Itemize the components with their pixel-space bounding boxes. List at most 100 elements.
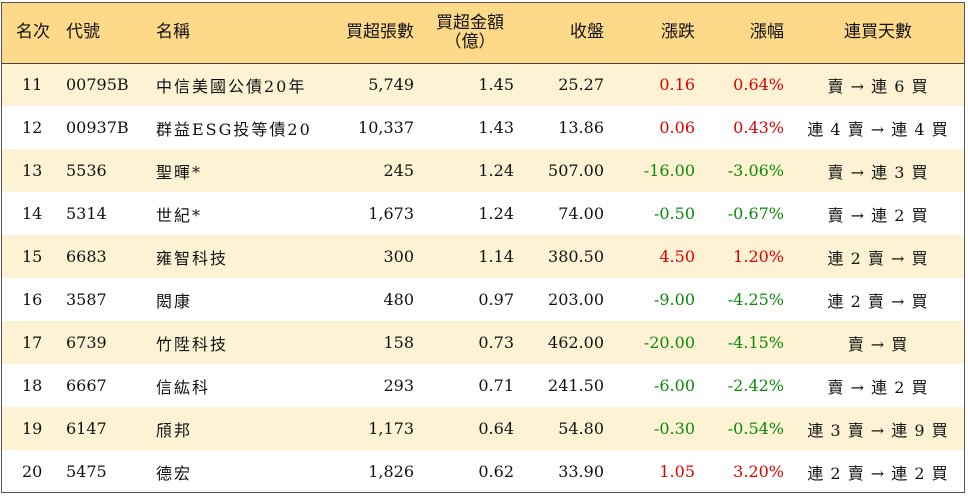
cell-name: 聖暉*: [156, 162, 203, 182]
header-rank: 名次: [2, 3, 56, 64]
header-code: 代號: [56, 3, 142, 64]
cell-close: 203.00: [548, 290, 604, 309]
header-name: 名稱: [142, 3, 317, 64]
cell-net-buy-amount: 1.24: [478, 161, 514, 180]
cell-consecutive-days: 賣 → 連 2 買: [827, 377, 929, 397]
cell-change-pct: -0.54%: [727, 419, 784, 438]
cell-name: 德宏: [156, 463, 193, 483]
table-header-row: 名次 代號 名稱 買超張數 買超金額 （億） 收盤 漲跌 漲幅 連買天數: [2, 3, 964, 64]
header-net-buy-amount: 買超金額 （億）: [420, 3, 520, 64]
cell-close: 74.00: [558, 204, 604, 223]
cell-rank: 15: [22, 247, 43, 266]
cell-consecutive-days: 賣 → 連 2 買: [827, 205, 929, 225]
cell-code: 00795B: [66, 75, 129, 95]
cell-change-pct: -4.15%: [727, 333, 784, 352]
cell-code: 6147: [66, 419, 107, 438]
cell-change: 0.06: [659, 118, 695, 137]
cell-close: 380.50: [548, 247, 604, 266]
cell-close: 507.00: [548, 161, 604, 180]
cell-name: 群益ESG投等債20: [156, 119, 312, 139]
header-net-buy-amount-line1: 買超金額: [436, 13, 504, 34]
cell-name: 頎邦: [156, 420, 193, 440]
cell-code: 6667: [66, 376, 107, 395]
cell-consecutive-days: 賣 → 連 6 買: [827, 76, 929, 96]
cell-name: 信紘科: [156, 377, 211, 397]
cell-change-pct: -3.06%: [727, 161, 784, 180]
cell-change-pct: 0.64%: [733, 75, 784, 95]
table-row: 13 5536 聖暉* 245 1.24 507.00 -16.00 -3.06% 賣 → 連 …: [2, 149, 964, 192]
cell-close: 462.00: [548, 333, 604, 352]
cell-change-pct: -4.25%: [727, 290, 784, 309]
table-row: 18 6667 信紘科 293 0.71 241.50 -6.00 -2.42% 賣 → 連 2…: [2, 364, 964, 407]
header-consecutive-days: 連買天數: [790, 3, 964, 64]
cell-rank: 18: [22, 376, 43, 395]
cell-net-buy-amount: 0.64: [478, 419, 514, 438]
cell-rank: 13: [22, 161, 43, 180]
cell-rank: 12: [22, 118, 43, 137]
cell-rank: 11: [22, 75, 43, 95]
cell-close: 13.86: [558, 118, 604, 137]
cell-consecutive-days: 連 3 賣 → 連 9 買: [807, 420, 949, 440]
cell-name: 中信美國公債20年: [156, 76, 307, 96]
cell-net-buy-lots: 1,673: [368, 204, 414, 223]
header-net-buy-lots: 買超張數: [317, 3, 420, 64]
cell-net-buy-lots: 245: [383, 161, 414, 180]
cell-rank: 14: [22, 204, 43, 223]
table-row: 15 6683 雍智科技 300 1.14 380.50 4.50 1.20% 連 2 賣 → …: [2, 235, 964, 278]
cell-net-buy-amount: 0.62: [478, 462, 514, 481]
cell-change: -6.00: [653, 376, 695, 395]
cell-net-buy-lots: 5,749: [368, 75, 414, 95]
cell-change: -0.50: [653, 204, 695, 223]
cell-net-buy-lots: 480: [383, 290, 414, 309]
cell-rank: 16: [22, 290, 43, 309]
cell-change: 1.05: [659, 462, 695, 481]
cell-change: -9.00: [653, 290, 695, 309]
cell-code: 6739: [66, 333, 107, 352]
cell-change-pct: -2.42%: [727, 376, 784, 395]
cell-consecutive-days: 連 2 賣 → 連 2 買: [807, 463, 949, 483]
table-row: 12 00937B 群益ESG投等債20 10,337 1.43 13.86 0.06 0.4…: [2, 106, 964, 149]
cell-net-buy-amount: 1.43: [478, 118, 514, 137]
cell-name: 世紀*: [156, 205, 203, 225]
cell-net-buy-lots: 158: [383, 333, 414, 352]
cell-rank: 17: [22, 333, 43, 352]
cell-net-buy-lots: 10,337: [358, 118, 414, 137]
cell-net-buy-lots: 300: [383, 247, 414, 266]
header-net-buy-amount-line2: （億）: [444, 31, 496, 52]
cell-close: 25.27: [558, 75, 604, 95]
cell-consecutive-days: 賣 → 連 3 買: [827, 162, 929, 182]
cell-net-buy-lots: 1,173: [368, 419, 414, 438]
cell-net-buy-amount: 0.71: [478, 376, 514, 395]
cell-net-buy-amount: 0.97: [478, 290, 514, 309]
net-buy-ranking-table: 名次 代號 名稱 買超張數 買超金額 （億） 收盤 漲跌 漲幅 連買天數 11 0…: [2, 3, 964, 492]
cell-change-pct: 3.20%: [733, 462, 784, 481]
table-row: 14 5314 世紀* 1,673 1.24 74.00 -0.50 -0.67% 賣 → 連 …: [2, 192, 964, 235]
cell-name: 雍智科技: [156, 248, 229, 268]
cell-code: 3587: [66, 290, 107, 309]
cell-change: 0.16: [659, 75, 695, 95]
cell-net-buy-amount: 1.45: [478, 75, 514, 95]
cell-consecutive-days: 連 4 賣 → 連 4 買: [807, 119, 949, 139]
cell-change: -20.00: [643, 333, 695, 352]
cell-change: -0.30: [653, 419, 695, 438]
cell-net-buy-lots: 293: [383, 376, 414, 395]
cell-code: 00937B: [66, 118, 129, 137]
table-row: 20 5475 德宏 1,826 0.62 33.90 1.05 3.20% 連 2 賣 → 連…: [2, 450, 964, 492]
cell-consecutive-days: 連 2 賣 → 買: [827, 291, 929, 311]
cell-code: 5314: [66, 204, 107, 223]
cell-consecutive-days: 連 2 賣 → 買: [827, 248, 929, 268]
cell-change: 4.50: [659, 247, 695, 266]
header-change-pct: 漲幅: [701, 3, 790, 64]
cell-net-buy-amount: 0.73: [478, 333, 514, 352]
header-change: 漲跌: [610, 3, 701, 64]
cell-change-pct: 0.43%: [733, 118, 784, 137]
header-close: 收盤: [520, 3, 610, 64]
cell-code: 6683: [66, 247, 107, 266]
table-row: 16 3587 閎康 480 0.97 203.00 -9.00 -4.25% 連 2 賣 → …: [2, 278, 964, 321]
table-body: 11 00795B 中信美國公債20年 5,749 1.45 25.27 0.16 0.64%…: [2, 63, 964, 492]
cell-consecutive-days: 賣 → 買: [847, 334, 909, 354]
table-row: 17 6739 竹陞科技 158 0.73 462.00 -20.00 -4.15% 賣 → 買: [2, 321, 964, 364]
table-row: 19 6147 頎邦 1,173 0.64 54.80 -0.30 -0.54% 連 3 賣 →…: [2, 407, 964, 450]
cell-change: -16.00: [643, 161, 695, 180]
